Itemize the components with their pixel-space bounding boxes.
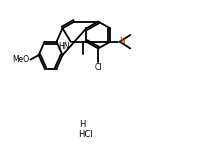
Text: N: N [119, 37, 125, 46]
Text: HCl: HCl [78, 130, 93, 139]
Text: MeO: MeO [13, 55, 30, 64]
Text: Cl: Cl [94, 63, 102, 72]
Text: H: H [79, 120, 86, 129]
Text: HN: HN [58, 42, 70, 51]
